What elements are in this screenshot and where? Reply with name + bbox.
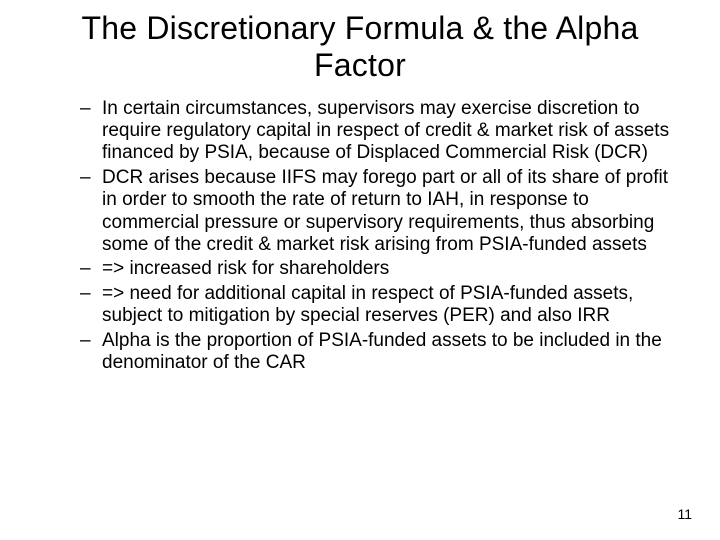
list-item: Alpha is the proportion of PSIA-funded a… [80,330,670,375]
bullet-list: In certain circumstances, supervisors ma… [80,98,670,375]
slide-title: The Discretionary Formula & the Alpha Fa… [0,0,720,84]
list-item: => need for additional capital in respec… [80,283,670,328]
slide-body: In certain circumstances, supervisors ma… [0,84,720,375]
slide: The Discretionary Formula & the Alpha Fa… [0,0,720,540]
page-number: 11 [677,506,692,522]
list-item: DCR arises because IIFS may forego part … [80,167,670,257]
list-item: In certain circumstances, supervisors ma… [80,98,670,165]
list-item: => increased risk for shareholders [80,258,670,280]
